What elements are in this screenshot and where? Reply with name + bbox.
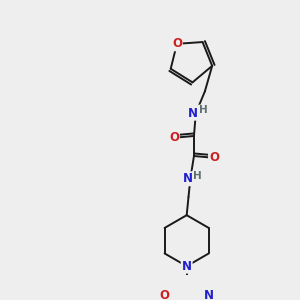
Text: N: N (203, 289, 214, 300)
Text: N: N (183, 172, 193, 185)
Text: O: O (169, 131, 179, 144)
Text: O: O (172, 37, 182, 50)
Text: O: O (209, 151, 219, 164)
Text: N: N (188, 107, 198, 120)
Text: H: H (193, 171, 202, 181)
Text: N: N (182, 260, 192, 273)
Text: O: O (160, 289, 170, 300)
Text: H: H (199, 106, 207, 116)
